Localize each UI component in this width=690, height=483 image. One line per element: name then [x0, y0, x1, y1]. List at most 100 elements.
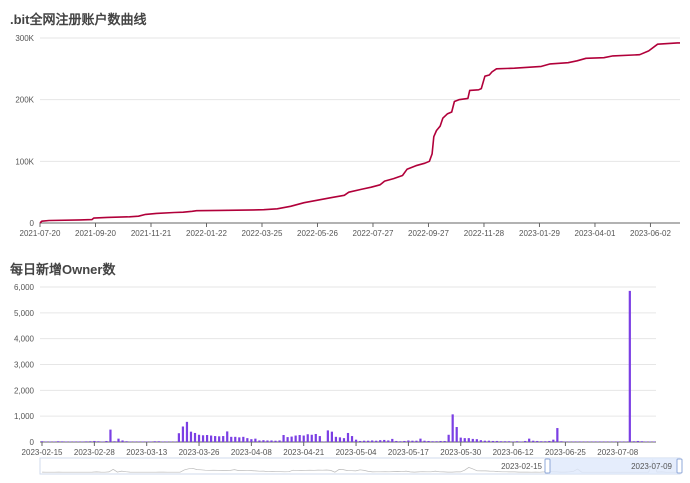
bar — [157, 441, 160, 442]
bar — [495, 440, 499, 442]
bar — [185, 421, 189, 442]
bar — [294, 435, 297, 442]
bar — [507, 441, 511, 442]
bar-y-tick-label: 2,000 — [14, 386, 35, 395]
bar — [459, 437, 462, 442]
bar-y-tick-label: 4,000 — [14, 335, 35, 344]
bar — [205, 435, 209, 442]
bar-y-tick-label: 5,000 — [14, 309, 35, 318]
datazoom-window[interactable] — [548, 458, 680, 474]
bar — [97, 441, 100, 442]
bar — [334, 436, 338, 442]
bar — [511, 441, 515, 442]
bar — [274, 440, 277, 442]
bar — [544, 441, 547, 442]
bar — [387, 440, 390, 442]
bar-chart: 0 1,000 2,000 3,000 4,000 5,000 6,000 2023-02-1… — [14, 283, 656, 457]
bar — [524, 440, 527, 442]
bar — [314, 433, 317, 442]
bar — [423, 440, 426, 442]
bar — [435, 441, 438, 442]
line-x-tick-label: 2021-07-20 — [20, 229, 61, 238]
bar — [121, 440, 124, 442]
line-x-tick-label: 2022-09-27 — [408, 229, 449, 238]
line-y-tick-label: 0 — [30, 219, 35, 228]
bar — [266, 440, 269, 442]
bar — [113, 441, 116, 442]
bar — [588, 441, 591, 442]
bar-x-tick-label: 2023-04-08 — [231, 448, 272, 457]
bar — [491, 440, 495, 442]
bar-y-tick-label: 0 — [30, 438, 35, 447]
bar — [77, 441, 80, 442]
bar — [338, 437, 342, 442]
line-chart-title: .bit全网注册账户数曲线 — [10, 12, 147, 27]
bar-x-tick-label: 2023-02-15 — [22, 448, 63, 457]
bar — [487, 440, 491, 442]
bar — [564, 441, 567, 442]
bar — [624, 441, 627, 442]
bar — [101, 441, 104, 442]
bar-x-tick-label: 2023-05-17 — [388, 448, 429, 457]
bar — [61, 441, 64, 442]
bar — [342, 438, 346, 443]
line-x-tick-label: 2022-03-25 — [242, 229, 283, 238]
line-x-tick-label: 2022-11-28 — [464, 229, 505, 238]
bar-chart-title: 每日新增Owner数 — [10, 262, 116, 277]
bar — [161, 441, 164, 442]
bar — [407, 440, 410, 442]
bar — [471, 438, 474, 442]
bar — [415, 440, 418, 442]
bar — [129, 441, 132, 442]
bar — [302, 435, 305, 442]
bar — [93, 440, 96, 442]
bar — [218, 436, 221, 442]
bar — [141, 441, 144, 442]
bar — [137, 441, 140, 442]
bar — [503, 441, 507, 442]
bar — [616, 441, 619, 442]
bar — [479, 440, 482, 442]
line-x-tick-label: 2022-05-26 — [297, 229, 338, 238]
bar — [439, 440, 442, 442]
bar — [306, 434, 309, 442]
bar — [596, 441, 599, 442]
bar — [411, 440, 414, 442]
bar — [367, 440, 370, 442]
bar — [226, 431, 229, 442]
bar — [628, 290, 631, 443]
bar — [109, 429, 112, 442]
bar-y-tick-label: 3,000 — [14, 361, 35, 370]
bar-x-tick-label: 2023-03-13 — [126, 448, 167, 457]
bar — [620, 441, 623, 442]
bar — [181, 426, 185, 442]
bar — [556, 428, 559, 442]
bar — [584, 441, 587, 442]
bar — [447, 434, 450, 442]
bar — [548, 440, 551, 442]
bar — [455, 427, 458, 442]
bar — [145, 441, 148, 442]
bar — [350, 436, 354, 442]
bar — [48, 441, 52, 442]
bar — [210, 435, 213, 442]
bar — [383, 439, 386, 442]
bar — [65, 441, 68, 442]
bar — [89, 441, 92, 442]
line-x-tick-label: 2021-09-20 — [75, 229, 116, 238]
bar — [270, 440, 273, 442]
datazoom-handle-start[interactable] — [544, 458, 551, 474]
bar — [652, 441, 656, 442]
datazoom-handle-end[interactable] — [676, 458, 683, 474]
datazoom-slider[interactable]: 2023-02-15 2023-07-09 — [39, 457, 683, 475]
bar — [262, 440, 265, 442]
bar — [73, 441, 76, 442]
line-chart: 0 100K 200K 300K 2021-07-20 2021-09-20 2021-11… — [15, 34, 680, 238]
bar — [391, 438, 394, 442]
bar — [403, 440, 406, 442]
bar — [443, 440, 446, 442]
line-x-tick-label: 2021-11-21 — [131, 229, 172, 238]
bar — [363, 440, 366, 442]
bar — [463, 438, 466, 443]
line-x-tick-label: 2023-04-01 — [575, 229, 616, 238]
